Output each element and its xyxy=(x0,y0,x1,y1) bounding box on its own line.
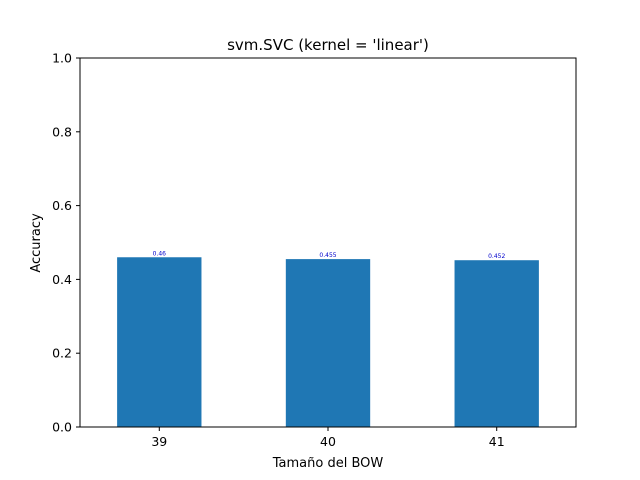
bar-39 xyxy=(117,257,202,427)
bar-value-label: 0.452 xyxy=(488,253,505,260)
y-axis: 0.0 0.2 0.4 0.6 0.8 1.0 xyxy=(52,51,80,435)
y-tick-label: 0.8 xyxy=(52,124,72,139)
x-axis-label: Tamaño del BOW xyxy=(272,456,384,471)
y-tick-label: 0.0 xyxy=(52,420,72,435)
x-axis: 39 40 41 xyxy=(151,427,505,449)
x-tick-label: 40 xyxy=(320,434,336,449)
y-tick-label: 0.6 xyxy=(52,198,72,213)
y-tick-label: 0.2 xyxy=(52,346,72,361)
plot-frame xyxy=(79,57,577,428)
y-axis-label: Accuracy xyxy=(29,213,44,273)
bars-group xyxy=(117,257,539,427)
bar-value-label: 0.455 xyxy=(319,252,336,259)
bar-40 xyxy=(285,259,371,427)
y-tick-label: 0.4 xyxy=(52,272,72,287)
bar-labels-group: 0.46 0.455 0.452 xyxy=(153,250,506,260)
bar-value-label: 0.46 xyxy=(153,250,167,257)
y-tick-label: 1.0 xyxy=(52,51,72,66)
bar-41 xyxy=(454,260,539,427)
x-tick-label: 39 xyxy=(151,434,167,449)
chart-title: svm.SVC (kernel = 'linear') xyxy=(227,36,429,54)
x-tick-label: 41 xyxy=(489,434,505,449)
